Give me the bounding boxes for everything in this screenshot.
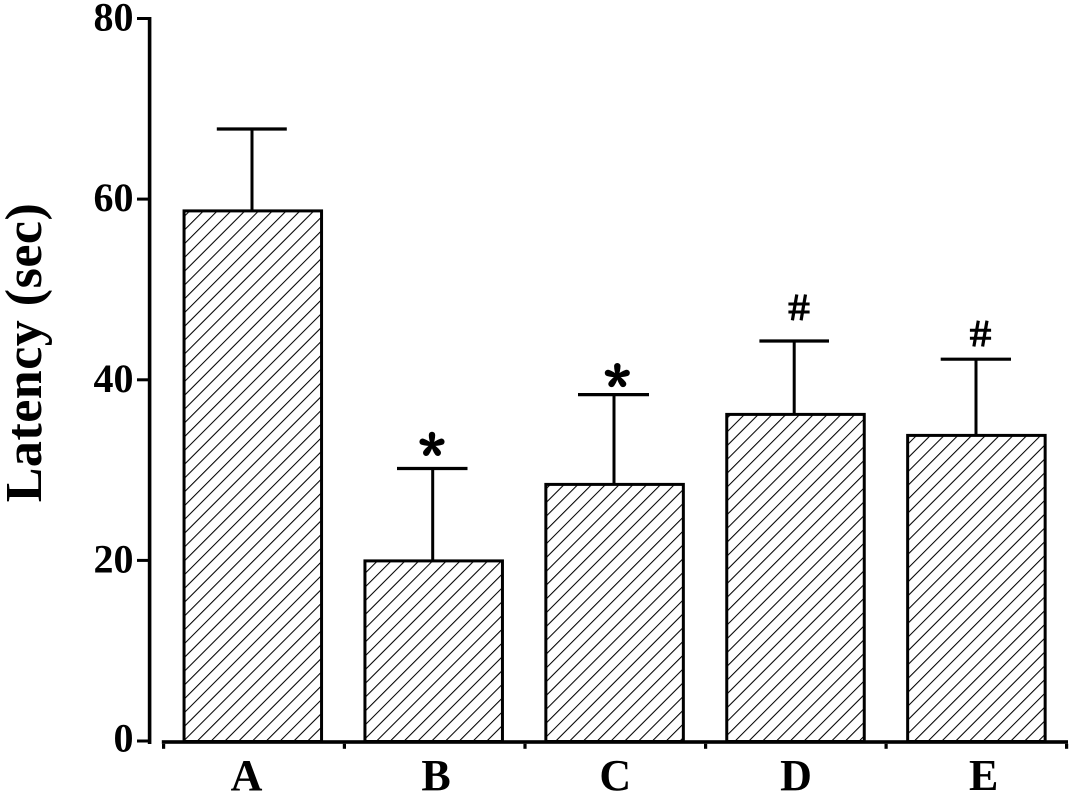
svg-text:60: 60 [94, 175, 134, 220]
svg-text:A: A [231, 751, 263, 795]
svg-text:E: E [969, 751, 998, 795]
svg-text:80: 80 [94, 0, 134, 40]
svg-text:C: C [599, 751, 631, 795]
svg-text:B: B [421, 751, 450, 795]
svg-text:Latency (sec): Latency (sec) [0, 203, 53, 503]
svg-text:40: 40 [94, 356, 134, 401]
svg-text:20: 20 [94, 536, 134, 581]
svg-text:D: D [780, 751, 812, 795]
svg-text:0: 0 [114, 716, 134, 761]
